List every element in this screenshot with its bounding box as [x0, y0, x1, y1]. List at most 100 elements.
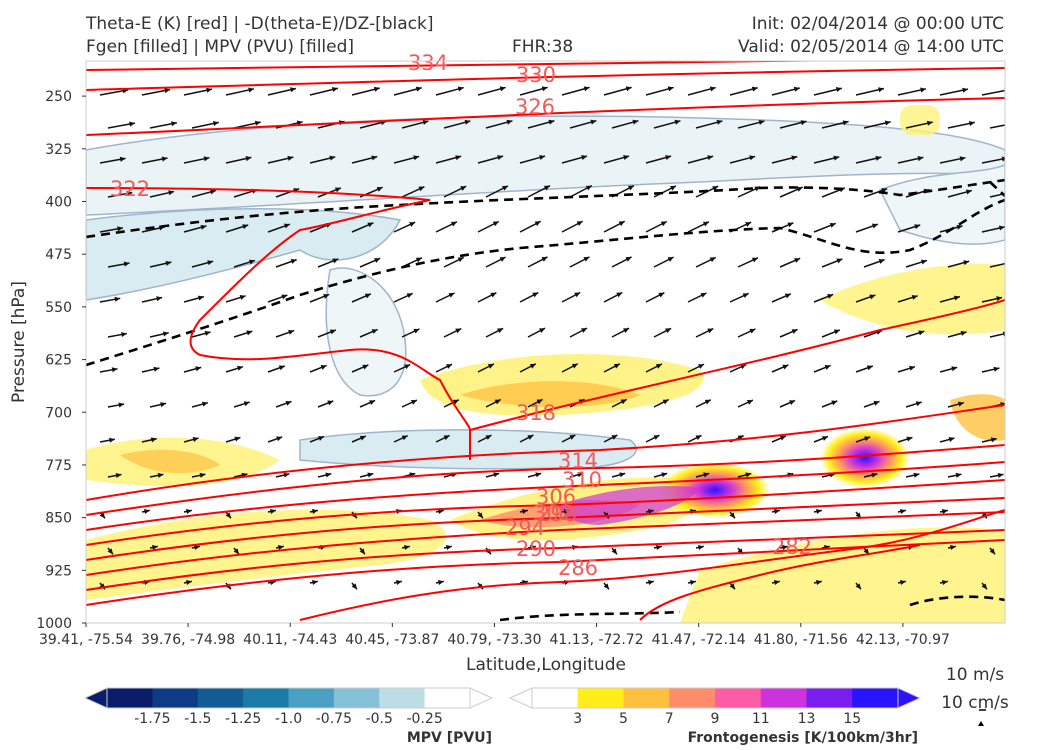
wind-vector-head [201, 401, 208, 407]
theta-e-contour [299, 509, 1005, 621]
mpv-tick-label: -0.25 [407, 711, 443, 727]
wind-vector-head [670, 185, 677, 191]
wind-vector-head [246, 330, 253, 336]
wind-vector-head [751, 257, 758, 263]
wind-vector-head [186, 579, 192, 586]
theta-e-contour [86, 444, 1005, 516]
wind-vector-head [168, 190, 175, 196]
x-tick-label: 40.11, -74.43 [243, 632, 337, 648]
wind-vector-head [576, 221, 583, 227]
y-tick-label: 325 [45, 142, 72, 158]
wind-vector-head [332, 258, 339, 264]
wind-vector-head [290, 87, 296, 93]
theta-e-label: 294 [505, 516, 545, 540]
wind-vector-head [287, 155, 294, 161]
x-tick-label: 39.76, -74.98 [141, 632, 235, 648]
wind-vector-head [698, 544, 704, 551]
wind-vector-head [774, 508, 780, 515]
wind-vector-head [782, 544, 788, 551]
wind-vector-head [457, 257, 464, 263]
lapse-contour [989, 181, 1005, 197]
theta-e-label: 330 [516, 63, 556, 87]
wind-vector-head [534, 221, 541, 227]
wind-vector-head [364, 293, 371, 299]
colorbar-swatch [532, 688, 579, 708]
wind-vector-head [729, 512, 735, 519]
wind-vector-head [842, 120, 849, 126]
wind-vector-head [422, 119, 429, 125]
wind-vector-head [993, 366, 1000, 372]
mpv-tick-label: -0.75 [316, 711, 352, 727]
wind-vector-head [150, 437, 157, 443]
theta-e-contour [86, 61, 812, 71]
wind-vector-head [334, 187, 341, 193]
wind-vector-head [367, 222, 374, 228]
wind-vector-head [623, 328, 630, 333]
wind-vector-head [401, 435, 408, 441]
wind-vector-head [278, 365, 285, 371]
wind-vector-head [109, 437, 115, 443]
wind-vector-head [998, 225, 1005, 231]
wind-vector-head [627, 185, 634, 191]
colorbar-swatch [197, 688, 244, 708]
x-tick-label: 42.13, -70.97 [856, 632, 950, 648]
colorbar-extend-low [83, 687, 108, 709]
lapse-contours [86, 178, 1005, 622]
wind-vector-head [532, 292, 539, 298]
wind-vector-head [204, 330, 211, 336]
wind-vector-head [784, 293, 791, 299]
wind-vector-head [656, 544, 662, 551]
wind-vector-head [878, 259, 885, 264]
wind-vector-head [700, 293, 707, 298]
wind-vector-head [866, 365, 873, 371]
wind-vector-head [410, 400, 417, 405]
wind-vector-head [603, 583, 609, 590]
wind-vector-head [942, 579, 948, 586]
mpv-region [86, 208, 402, 301]
y-axis-label: Pressure [hPa] [9, 281, 29, 403]
wind-vector-head [990, 437, 997, 443]
fgen-tick-label: 11 [752, 711, 770, 727]
wind-vector-head [926, 120, 933, 126]
wind-vector-head [653, 435, 660, 440]
wind-vector [981, 89, 1005, 96]
y-tick-label: 625 [45, 353, 72, 369]
wind-vector-head [957, 401, 964, 407]
theta-e-label: 322 [110, 177, 150, 201]
wind-vector-head [452, 399, 459, 405]
wind-vector-head [118, 402, 125, 408]
wind-vector-head [864, 436, 871, 442]
wind-vector-head [99, 512, 105, 519]
wind-vector-head [712, 186, 719, 191]
wind-vector-head [245, 156, 252, 162]
wind-vector-head [455, 328, 462, 334]
theta-e-contour [86, 497, 1005, 561]
wind-vector-head [793, 86, 800, 92]
wind-vector-head [667, 86, 674, 92]
wind-vector-head [195, 366, 202, 372]
wind-vector-head [115, 472, 122, 479]
fgen-region [820, 263, 1005, 335]
wind-vector-head [192, 436, 199, 442]
wind-vector-head [239, 295, 246, 300]
wind-vector-head [742, 293, 749, 298]
wind-vector-head [960, 330, 967, 336]
wind-vector-head [583, 86, 590, 92]
wind-vector-head [913, 472, 920, 478]
wind-vector-head [497, 155, 504, 161]
colorbar-extend-high [469, 687, 494, 709]
colorbar-swatch [424, 688, 471, 708]
wind-vector-head [915, 401, 922, 407]
wind-vector-head [529, 363, 536, 369]
wind-vector-head [632, 119, 639, 125]
wind-vector-head [506, 119, 513, 125]
wind-vector-head [1001, 156, 1005, 162]
theta-e-label: 334 [408, 51, 448, 75]
wind-vector-head [499, 257, 506, 262]
wind-vector-head [485, 435, 492, 440]
wind-vector-head [165, 260, 172, 266]
wind-vector-head [288, 329, 295, 335]
wind-vector-head [270, 508, 276, 515]
wind-vector-head [800, 120, 807, 126]
